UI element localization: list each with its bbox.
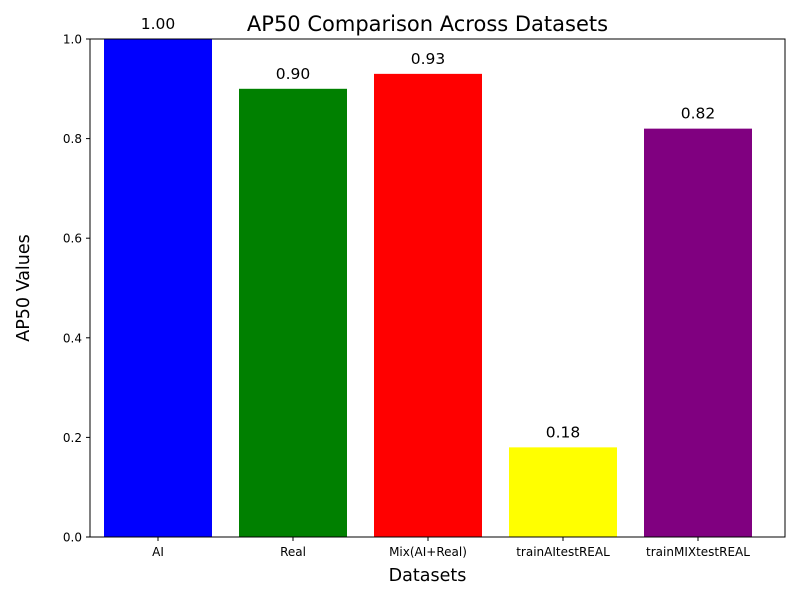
bar-value-label: 0.18 (546, 423, 581, 441)
y-tick-label: 0.2 (63, 431, 82, 445)
bar-value-label: 0.90 (276, 65, 311, 83)
y-axis-label: AP50 Values (14, 234, 34, 342)
bar (104, 39, 212, 537)
x-axis: AI Real Mix(AI+Real) trainAItestREAL trainMI… (152, 537, 750, 559)
x-tick-label: trainAItestREAL (516, 545, 610, 559)
y-tick-label: 0.0 (63, 531, 82, 545)
bar (239, 88, 347, 538)
x-axis-label: Datasets (389, 566, 467, 586)
y-axis: 0.0 0.2 0.4 0.6 0.8 1.0 (63, 33, 90, 545)
bar (644, 128, 752, 537)
y-tick-label: 0.4 (63, 331, 82, 345)
bars-layer (104, 39, 752, 538)
y-tick-label: 0.6 (63, 232, 82, 246)
bar-value-label: 0.93 (411, 50, 446, 68)
x-tick-label: AI (152, 545, 164, 559)
value-labels-layer: 1.00 0.90 0.93 0.18 0.82 (141, 15, 716, 441)
x-tick-label: Mix(AI+Real) (389, 545, 467, 559)
chart-title: AP50 Comparison Across Datasets (247, 12, 608, 36)
bar-value-label: 1.00 (141, 15, 176, 33)
bar-value-label: 0.82 (681, 105, 716, 123)
y-tick-label: 0.8 (63, 132, 82, 146)
plot-area-frame (89, 38, 786, 538)
bar (374, 73, 482, 538)
y-tick-label: 1.0 (63, 33, 82, 47)
x-tick-label: trainMIXtestREAL (646, 545, 750, 559)
bar (509, 447, 617, 537)
x-tick-label: Real (280, 545, 306, 559)
